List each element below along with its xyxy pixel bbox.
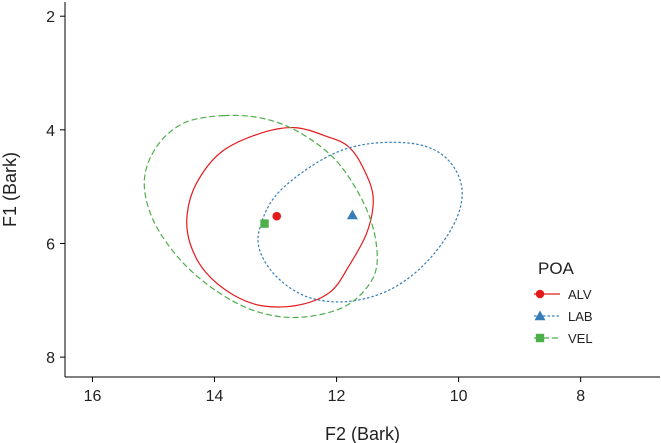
legend-marker-vel bbox=[535, 333, 545, 343]
legend-marker-alv bbox=[535, 289, 545, 299]
y-tick-label: 4 bbox=[46, 123, 55, 140]
ellipse-vel bbox=[143, 114, 378, 319]
y-tick-label: 8 bbox=[46, 350, 55, 367]
x-axis-title: F2 (Bark) bbox=[325, 424, 400, 443]
y-tick-label: 6 bbox=[46, 236, 55, 253]
ellipse-alv bbox=[186, 126, 374, 308]
y-axis-title: F1 (Bark) bbox=[0, 152, 20, 227]
mean-point-alv bbox=[272, 211, 282, 221]
legend: POA ALV LAB VEL bbox=[534, 259, 593, 346]
axes-layer bbox=[64, 2, 660, 378]
x-tick-label: 12 bbox=[328, 388, 346, 405]
legend-label-lab: LAB bbox=[568, 309, 593, 324]
legend-label-vel: VEL bbox=[568, 331, 593, 346]
ellipse-layer bbox=[143, 114, 463, 319]
x-tick-label: 14 bbox=[206, 388, 224, 405]
mean-point-layer bbox=[260, 209, 358, 228]
x-tick-label: 16 bbox=[84, 388, 102, 405]
legend-title: POA bbox=[538, 259, 575, 278]
mean-point-lab bbox=[346, 209, 358, 220]
legend-label-alv: ALV bbox=[568, 287, 592, 302]
x-ticks: 16 14 12 10 8 bbox=[84, 377, 585, 405]
x-tick-label: 8 bbox=[576, 388, 585, 405]
legend-marker-lab bbox=[534, 310, 546, 321]
ellipse-lab bbox=[257, 141, 463, 303]
mean-point-vel bbox=[260, 219, 269, 228]
y-ticks: 2 4 6 8 bbox=[46, 9, 65, 367]
y-tick-label: 2 bbox=[46, 9, 55, 26]
x-tick-label: 10 bbox=[450, 388, 468, 405]
